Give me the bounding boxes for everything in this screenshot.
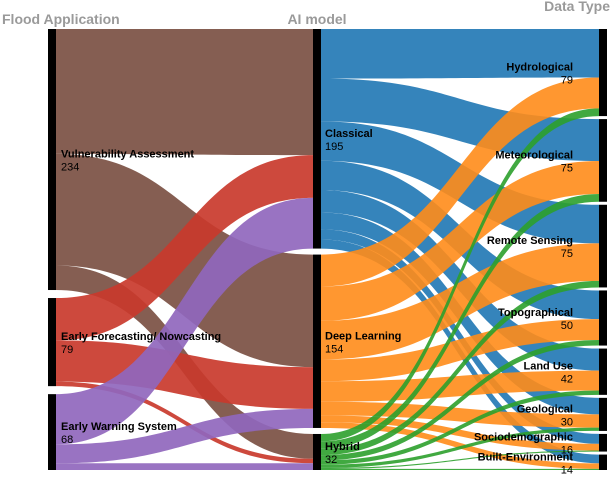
node-label-topographical: Topographical — [498, 307, 573, 319]
node-label-remote-sensing: Remote Sensing — [487, 235, 573, 247]
node-value-early-forecasting-nowcasting: 79 — [61, 344, 73, 356]
node-label-hybrid: Hybrid — [325, 441, 360, 453]
link-ews-to-dl — [56, 408, 313, 464]
link-dl-to-be — [321, 422, 599, 469]
node-label-hydrological: Hydrological — [506, 62, 573, 74]
link-hyb-to-soc — [321, 450, 599, 469]
node-label-built-environment: Built-Environment — [478, 451, 574, 463]
node-bar-deep-learning — [313, 254, 321, 428]
node-bar-classical — [313, 29, 321, 249]
node-bar-vulnerability-assessment — [48, 29, 56, 291]
link-dl-to-lu — [321, 370, 599, 402]
link-dl-to-top — [321, 319, 599, 382]
node-label-sociodemographic: Sociodemographic — [474, 432, 573, 444]
link-dl-to-soc — [321, 415, 599, 451]
link-hyb-to-met — [321, 194, 599, 449]
node-value-early-warning-system: 68 — [61, 434, 73, 446]
column-header-flood-application: Flood Application — [2, 11, 120, 27]
node-value-hybrid: 32 — [325, 454, 337, 466]
column-header-data-type: Data Type — [544, 0, 610, 14]
node-value-remote-sensing: 75 — [561, 248, 573, 260]
node-label-vulnerability-assessment: Vulnerability Assessment — [61, 149, 194, 161]
node-label-classical: Classical — [325, 128, 373, 140]
node-value-deep-learning: 154 — [325, 343, 343, 355]
link-cls-to-soc — [321, 229, 599, 444]
node-bar-land-use — [599, 348, 607, 395]
node-bar-hydrological — [599, 29, 607, 117]
link-hyb-to-top — [321, 340, 599, 461]
link-va-to-cls — [56, 29, 313, 156]
link-efn-to-cls — [56, 155, 313, 341]
node-bar-topographical — [599, 290, 607, 346]
node-label-deep-learning: Deep Learning — [325, 330, 401, 342]
node-value-land-use: 42 — [561, 374, 573, 386]
link-dl-to-met — [321, 160, 599, 321]
node-bar-early-forecasting-nowcasting — [48, 298, 56, 387]
link-dl-to-rs — [321, 243, 599, 360]
node-label-land-use: Land Use — [523, 361, 573, 373]
node-value-hydrological: 79 — [561, 75, 573, 87]
node-value-meteorological: 75 — [561, 162, 573, 174]
node-value-geological: 30 — [561, 416, 573, 428]
node-value-built-environment: 14 — [561, 464, 573, 476]
column-header-ai-model: AI model — [287, 11, 346, 27]
node-bar-built-environment — [599, 454, 607, 470]
link-cls-to-hyd — [321, 29, 599, 79]
link-dl-to-geo — [321, 401, 599, 428]
node-label-early-warning-system: Early Warning System — [61, 421, 177, 433]
node-bar-early-warning-system — [48, 394, 56, 470]
node-label-early-forecasting-nowcasting: Early Forecasting/ Nowcasting — [61, 331, 221, 343]
node-bar-remote-sensing — [599, 204, 607, 288]
node-value-sociodemographic: 16 — [561, 445, 573, 457]
node-bar-hybrid — [313, 433, 321, 470]
link-ews-to-cls — [56, 197, 313, 445]
node-bar-geological — [599, 397, 607, 431]
node-bar-sociodemographic — [599, 433, 607, 452]
node-value-vulnerability-assessment: 234 — [61, 162, 79, 174]
link-hyb-to-hyd — [321, 108, 599, 442]
link-efn-to-dl — [56, 340, 313, 409]
link-ews-to-hyb — [56, 463, 313, 470]
link-cls-to-met — [321, 78, 599, 161]
node-bar-meteorological — [599, 119, 607, 202]
link-hyb-to-be — [321, 468, 599, 470]
link-dl-to-hyd — [321, 77, 599, 287]
node-label-geological: Geological — [517, 403, 573, 415]
node-label-meteorological: Meteorological — [495, 149, 573, 161]
node-value-classical: 195 — [325, 141, 343, 153]
link-cls-to-lu — [321, 190, 599, 371]
node-value-topographical: 50 — [561, 320, 573, 332]
link-hyb-to-lu — [321, 390, 599, 465]
links-layer — [56, 29, 599, 470]
link-hyb-to-rs — [321, 280, 599, 456]
link-hyb-to-geo — [321, 427, 599, 468]
link-efn-to-hyb — [56, 381, 313, 464]
nodes-layer — [48, 29, 607, 470]
